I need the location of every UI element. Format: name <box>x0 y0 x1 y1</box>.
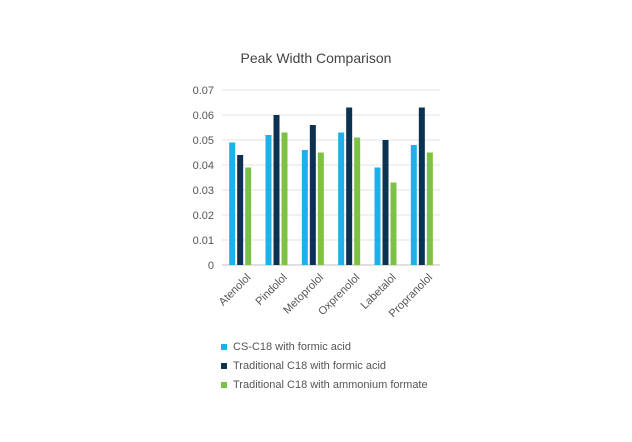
bar <box>301 150 308 265</box>
y-tick-label: 0.05 <box>193 135 214 147</box>
chart-legend: CS-C18 with formic acid Traditional C18 w… <box>221 337 428 394</box>
legend-swatch <box>221 362 227 369</box>
y-tick-label: 0.06 <box>193 110 214 122</box>
legend-item: Traditional C18 with formic acid <box>221 356 428 375</box>
bar <box>374 167 381 265</box>
bar <box>237 155 244 265</box>
legend-swatch <box>221 343 227 350</box>
bar <box>309 125 316 265</box>
bar <box>229 142 236 265</box>
bar <box>265 135 272 265</box>
bar <box>273 115 280 265</box>
y-tick-label: 0.04 <box>193 160 214 172</box>
y-tick-label: 0.02 <box>193 210 214 222</box>
legend-item: CS-C18 with formic acid <box>221 337 428 356</box>
bar <box>338 132 345 265</box>
bar <box>426 152 433 265</box>
legend-swatch <box>221 381 227 388</box>
y-tick-label: 0.03 <box>193 185 214 197</box>
legend-label: Traditional C18 with ammonium formate <box>233 378 428 391</box>
legend-item: Traditional C18 with ammonium formate <box>221 375 428 394</box>
bar <box>410 145 417 265</box>
bar <box>317 152 324 265</box>
bar <box>382 140 389 265</box>
chart-title: Peak Width Comparison <box>240 50 392 66</box>
bar <box>281 132 288 265</box>
legend-label: Traditional C18 with formic acid <box>233 359 387 372</box>
bar <box>245 167 252 265</box>
y-tick-label: 0.01 <box>193 235 214 247</box>
bar <box>418 107 425 265</box>
x-tick-label: Atenolol <box>217 272 254 309</box>
bar <box>390 182 397 265</box>
y-tick-label: 0.07 <box>193 85 214 97</box>
y-tick-label: 0 <box>208 260 214 272</box>
bar <box>354 137 361 265</box>
x-tick-label: Pindolol <box>254 272 290 308</box>
bar <box>346 107 353 265</box>
legend-label: CS-C18 with formic acid <box>233 340 351 353</box>
